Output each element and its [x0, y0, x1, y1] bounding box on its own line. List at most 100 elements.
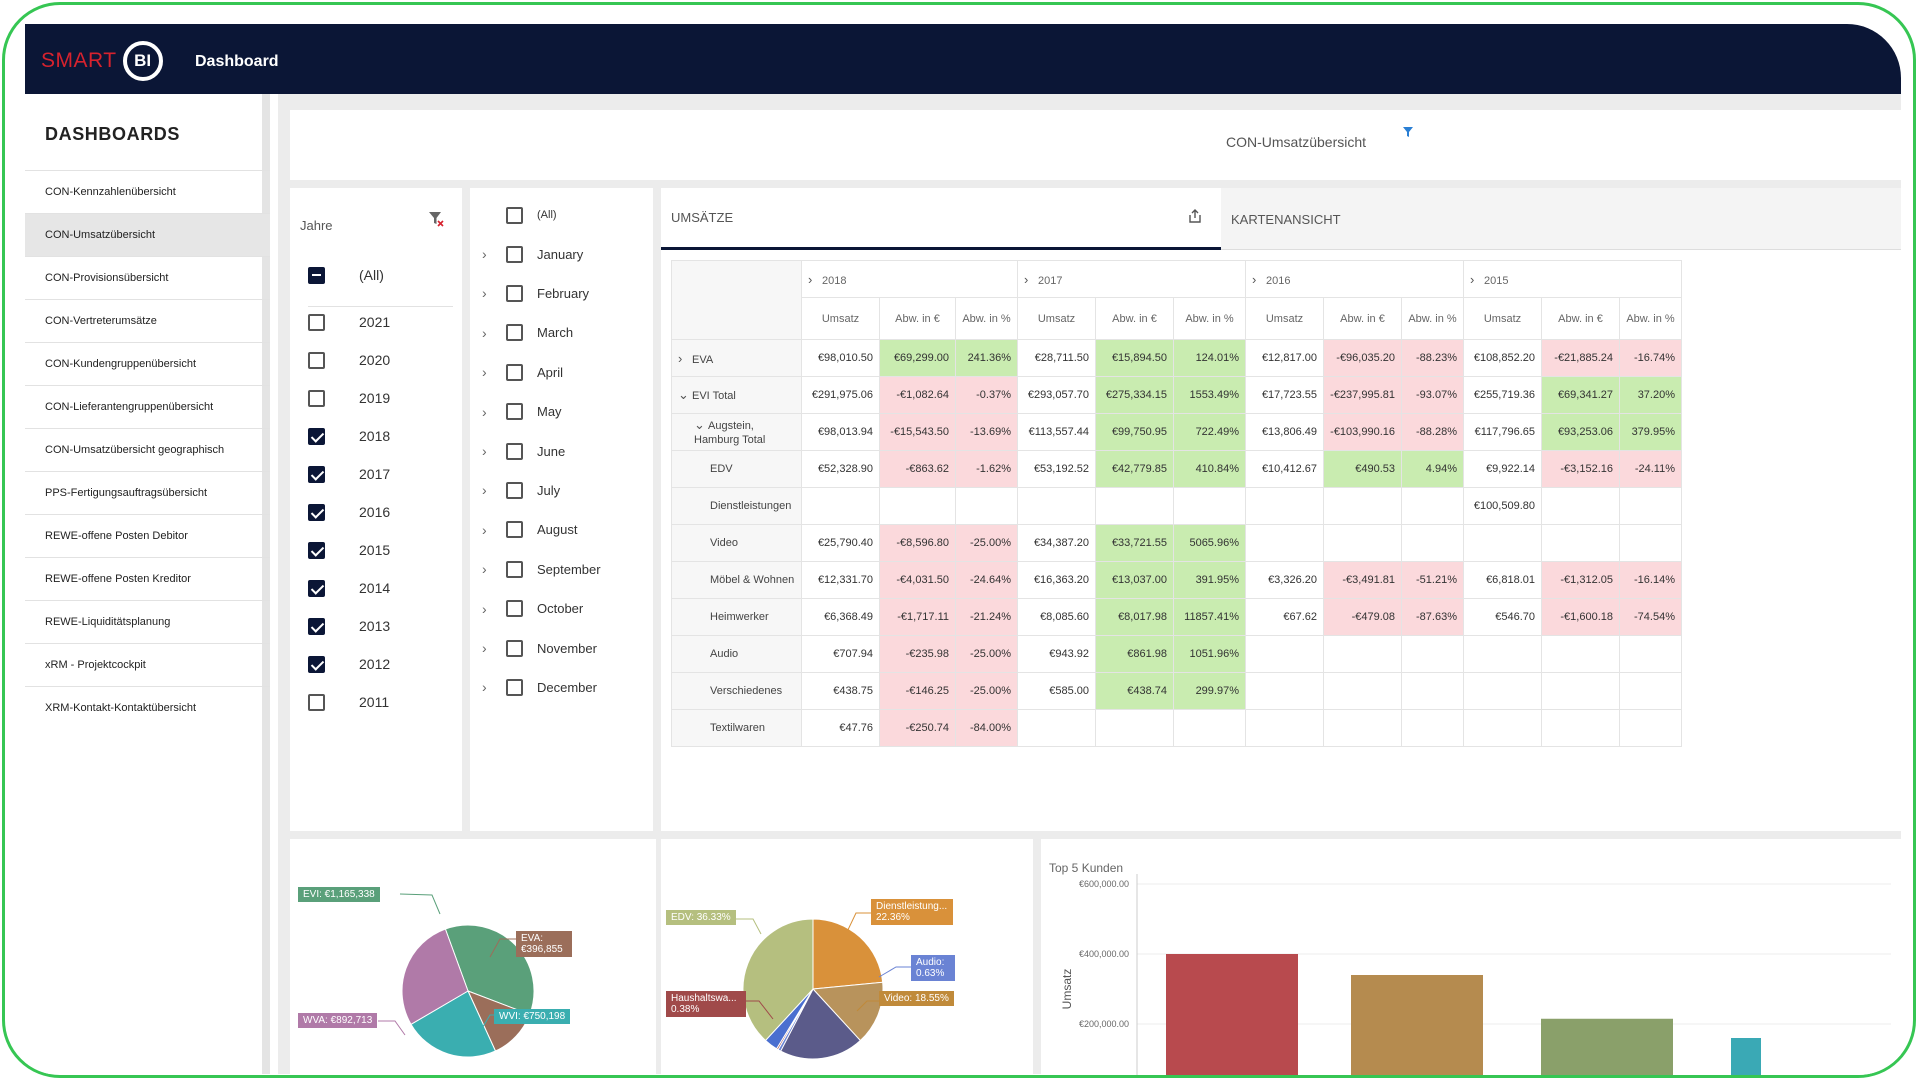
year-row[interactable]: 2017 — [308, 459, 453, 489]
year-checkbox[interactable] — [308, 389, 325, 407]
row-header[interactable]: Verschiedenes — [671, 672, 802, 710]
month-checkbox[interactable] — [506, 442, 523, 460]
year-checkbox[interactable] — [308, 351, 325, 369]
month-checkbox[interactable] — [506, 678, 523, 696]
tab-umsaetze[interactable]: UMSÄTZE — [661, 188, 1221, 250]
month-all-row[interactable]: (All) — [482, 200, 642, 230]
month-checkbox[interactable] — [506, 245, 523, 263]
chevron-right-icon[interactable]: › — [482, 324, 487, 341]
sidebar-item[interactable]: CON-Lieferantengruppenübersicht — [25, 385, 270, 428]
tab-kartenansicht[interactable]: KARTENANSICHT — [1221, 188, 1901, 250]
pie1-slice[interactable] — [410, 990, 497, 1058]
sidebar-item[interactable]: PPS-Fertigungsauftragsübersicht — [25, 471, 270, 514]
year-column-header[interactable]: › 2016 — [1245, 260, 1464, 298]
month-checkbox[interactable] — [506, 363, 523, 381]
month-row[interactable]: › February — [482, 278, 642, 308]
month-checkbox[interactable] — [506, 639, 523, 657]
chevron-right-icon[interactable]: › — [482, 443, 487, 459]
month-checkbox[interactable] — [506, 324, 523, 342]
sidebar-item[interactable]: CON-Kennzahlenübersicht — [25, 170, 270, 213]
bar[interactable] — [1166, 954, 1298, 1078]
pie2-slice[interactable] — [812, 918, 884, 990]
month-checkbox[interactable] — [506, 521, 523, 539]
year-row[interactable]: 2011 — [308, 687, 453, 717]
bar[interactable] — [1541, 1018, 1673, 1078]
month-row[interactable]: › April — [482, 357, 642, 387]
month-row[interactable]: › June — [482, 436, 642, 466]
chevron-right-icon[interactable]: › — [1024, 271, 1029, 287]
pie1-slice[interactable] — [401, 928, 469, 1026]
year-checkbox[interactable] — [308, 427, 325, 445]
bar[interactable] — [1731, 1038, 1761, 1078]
sidebar-item[interactable]: REWE-offene Posten Kreditor — [25, 557, 270, 600]
year-checkbox[interactable] — [308, 503, 325, 521]
year-row[interactable]: 2021 — [308, 307, 453, 337]
pie2-slice[interactable] — [742, 918, 814, 1042]
row-header[interactable]: EDV — [671, 450, 802, 488]
logo[interactable]: SMART BI — [41, 41, 163, 81]
month-row[interactable]: › December — [482, 672, 642, 702]
year-checkbox[interactable] — [308, 655, 325, 673]
year-checkbox[interactable] — [308, 579, 325, 597]
chevron-right-icon[interactable]: › — [482, 403, 487, 420]
sidebar-item[interactable]: XRM-Kontakt-Kontaktübersicht — [25, 686, 270, 729]
chevron-right-icon[interactable]: › — [482, 364, 487, 381]
clear-filter-icon[interactable] — [428, 211, 444, 227]
sidebar-item[interactable]: CON-Umsatzübersicht geographisch — [25, 428, 270, 471]
month-row[interactable]: › August — [482, 515, 642, 545]
row-header[interactable]: › EVA — [671, 339, 802, 377]
month-all-checkbox[interactable] — [506, 206, 523, 224]
chevron-down-icon[interactable]: ⌄ — [694, 416, 705, 432]
pie1-slice[interactable] — [444, 924, 535, 1016]
year-row[interactable]: 2016 — [308, 497, 453, 527]
row-header[interactable]: Audio — [671, 635, 802, 673]
row-header[interactable]: Heimwerker — [671, 598, 802, 636]
year-row[interactable]: 2020 — [308, 345, 453, 375]
year-checkbox[interactable] — [308, 541, 325, 559]
month-checkbox[interactable] — [506, 560, 523, 578]
month-row[interactable]: › October — [482, 594, 642, 624]
year-column-header[interactable]: › 2018 — [801, 260, 1018, 298]
sidebar-item[interactable]: xRM - Projektcockpit — [25, 643, 270, 686]
month-checkbox[interactable] — [506, 481, 523, 499]
year-column-header[interactable]: › 2017 — [1017, 260, 1246, 298]
bar[interactable] — [1351, 975, 1483, 1078]
year-checkbox[interactable] — [308, 465, 325, 483]
row-header[interactable]: Möbel & Wohnen — [671, 561, 802, 599]
year-checkbox[interactable] — [308, 313, 325, 331]
year-all-checkbox[interactable] — [308, 266, 325, 284]
chevron-right-icon[interactable]: › — [482, 679, 487, 696]
row-header[interactable]: ⌄ EVI Total — [671, 376, 802, 414]
month-checkbox[interactable] — [506, 284, 523, 302]
chevron-right-icon[interactable]: › — [482, 482, 487, 499]
app-title[interactable]: Dashboard — [195, 53, 279, 70]
month-checkbox[interactable] — [506, 600, 523, 618]
chevron-right-icon[interactable]: › — [482, 640, 487, 656]
chevron-right-icon[interactable]: › — [482, 246, 487, 262]
row-header[interactable]: Video — [671, 524, 802, 562]
month-row[interactable]: › November — [482, 633, 642, 663]
month-row[interactable]: › March — [482, 318, 642, 348]
year-row[interactable]: 2014 — [308, 573, 453, 603]
year-row[interactable]: 2013 — [308, 611, 453, 641]
chevron-right-icon[interactable]: › — [1252, 271, 1257, 287]
sidebar-item[interactable]: CON-Provisionsübersicht — [25, 256, 270, 299]
chevron-right-icon[interactable]: › — [808, 271, 813, 287]
sidebar-item[interactable]: REWE-offene Posten Debitor — [25, 514, 270, 557]
year-all-row[interactable]: (All) — [308, 260, 453, 290]
chevron-right-icon[interactable]: › — [678, 350, 683, 366]
row-header[interactable]: ⌄ Augstein, Hamburg Total — [671, 413, 802, 451]
year-column-header[interactable]: › 2015 — [1463, 260, 1682, 298]
month-checkbox[interactable] — [506, 403, 523, 421]
month-row[interactable]: › September — [482, 554, 642, 584]
year-checkbox[interactable] — [308, 617, 325, 635]
year-row[interactable]: 2018 — [308, 421, 453, 451]
chevron-down-icon[interactable]: ⌄ — [678, 387, 689, 402]
share-icon[interactable] — [1187, 208, 1203, 224]
month-row[interactable]: › January — [482, 239, 642, 269]
sidebar-item[interactable]: CON-Vertreterumsätze — [25, 299, 270, 342]
chevron-right-icon[interactable]: › — [482, 521, 487, 538]
sidebar-item[interactable]: CON-Kundengruppenübersicht — [25, 342, 270, 385]
chevron-right-icon[interactable]: › — [482, 600, 487, 617]
month-row[interactable]: › May — [482, 397, 642, 427]
